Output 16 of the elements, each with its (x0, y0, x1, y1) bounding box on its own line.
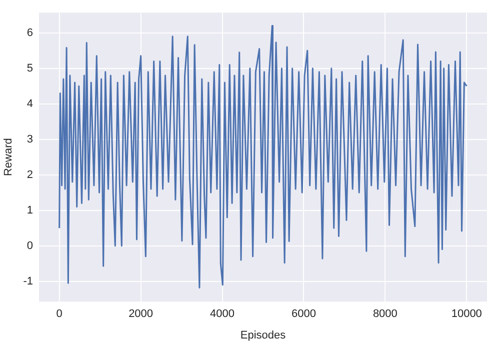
x-axis-title: Episodes (240, 329, 286, 342)
x-tick-label: 6000 (291, 308, 316, 320)
x-tick-label: 2000 (128, 308, 154, 320)
y-tick-label: 4 (26, 98, 33, 110)
y-tick-label: 3 (26, 133, 33, 146)
y-tick-label: 6 (26, 26, 33, 39)
x-tick-label: 0 (56, 308, 62, 320)
y-tick-label: 0 (26, 240, 33, 252)
y-tick-label: 2 (26, 168, 33, 181)
y-tick-label: 1 (26, 204, 33, 216)
y-tick-label: -1 (23, 275, 33, 288)
y-axis-title: Reward (2, 138, 15, 176)
x-tick-label: 10000 (451, 308, 482, 320)
y-tick-label: 5 (26, 62, 33, 74)
x-tick-label: 8000 (372, 308, 398, 320)
x-tick-label: 4000 (210, 308, 235, 320)
